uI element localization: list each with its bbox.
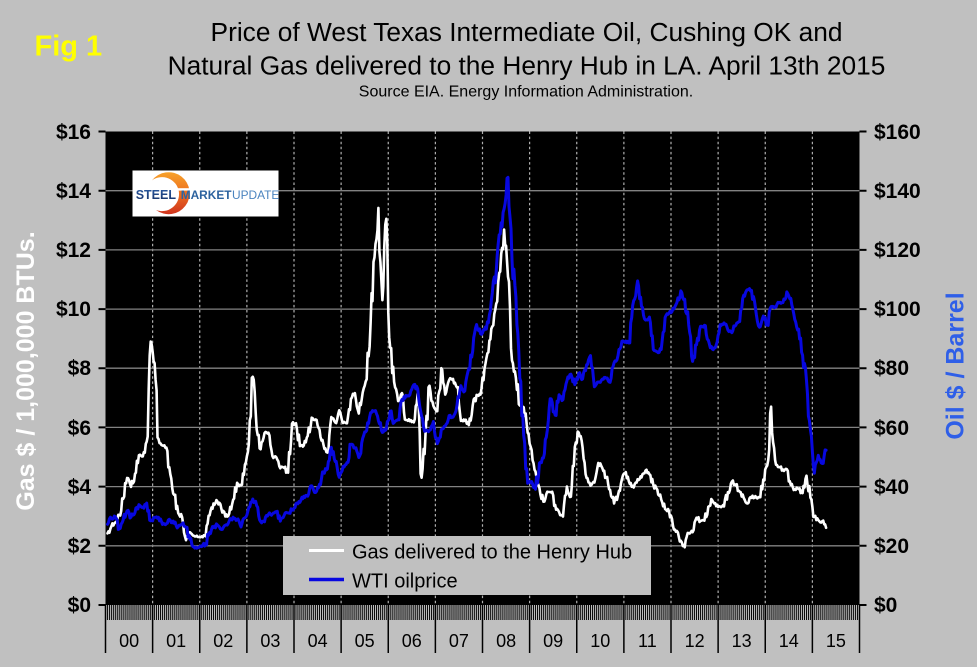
- svg-text:$6: $6: [68, 417, 91, 440]
- svg-text:MARKET: MARKET: [181, 188, 233, 202]
- svg-text:$140: $140: [874, 180, 921, 203]
- svg-text:10: 10: [590, 631, 610, 651]
- svg-text:02: 02: [213, 631, 233, 651]
- svg-text:05: 05: [355, 631, 375, 651]
- svg-text:$0: $0: [874, 594, 897, 617]
- svg-text:14: 14: [779, 631, 799, 651]
- svg-text:01: 01: [166, 631, 186, 651]
- svg-text:Oil $ / Barrel: Oil $ / Barrel: [942, 292, 970, 439]
- svg-text:$60: $60: [874, 417, 909, 440]
- svg-text:Source EIA. Energy Information: Source EIA. Energy Information Administr…: [359, 84, 693, 101]
- svg-text:04: 04: [308, 631, 328, 651]
- svg-text:WTI oilprice: WTI oilprice: [352, 571, 458, 593]
- svg-text:$100: $100: [874, 298, 921, 321]
- svg-text:00: 00: [119, 631, 139, 651]
- svg-text:STEEL: STEEL: [136, 188, 177, 202]
- svg-text:Gas delivered to the Henry Hub: Gas delivered to the Henry Hub: [352, 542, 632, 564]
- svg-text:Fig 1: Fig 1: [35, 31, 103, 63]
- svg-text:07: 07: [449, 631, 469, 651]
- svg-text:$14: $14: [56, 180, 91, 203]
- svg-text:13: 13: [732, 631, 752, 651]
- svg-text:06: 06: [402, 631, 422, 651]
- svg-text:$4: $4: [68, 476, 92, 499]
- svg-text:15: 15: [826, 631, 846, 651]
- svg-text:Price of West Texas Intermedia: Price of West Texas Intermediate Oil, Cu…: [211, 17, 843, 47]
- svg-text:UPDATE: UPDATE: [232, 188, 279, 202]
- svg-text:$8: $8: [68, 357, 92, 380]
- svg-text:$12: $12: [56, 239, 91, 262]
- svg-text:$40: $40: [874, 476, 909, 499]
- svg-text:$20: $20: [874, 535, 909, 558]
- svg-text:$10: $10: [56, 298, 91, 321]
- svg-text:08: 08: [496, 631, 516, 651]
- svg-text:$80: $80: [874, 357, 909, 380]
- svg-text:$16: $16: [56, 121, 91, 144]
- svg-text:$2: $2: [68, 535, 91, 558]
- svg-text:Gas $ / 1,000,000 BTUs.: Gas $ / 1,000,000 BTUs.: [12, 231, 40, 510]
- svg-text:$120: $120: [874, 239, 921, 262]
- svg-text:12: 12: [685, 631, 705, 651]
- svg-text:Natural Gas delivered to the H: Natural Gas delivered to the Henry Hub i…: [168, 51, 886, 81]
- svg-text:03: 03: [260, 631, 280, 651]
- svg-text:11: 11: [638, 631, 657, 651]
- svg-text:$160: $160: [874, 121, 921, 144]
- svg-text:$0: $0: [68, 594, 91, 617]
- svg-text:09: 09: [543, 631, 563, 651]
